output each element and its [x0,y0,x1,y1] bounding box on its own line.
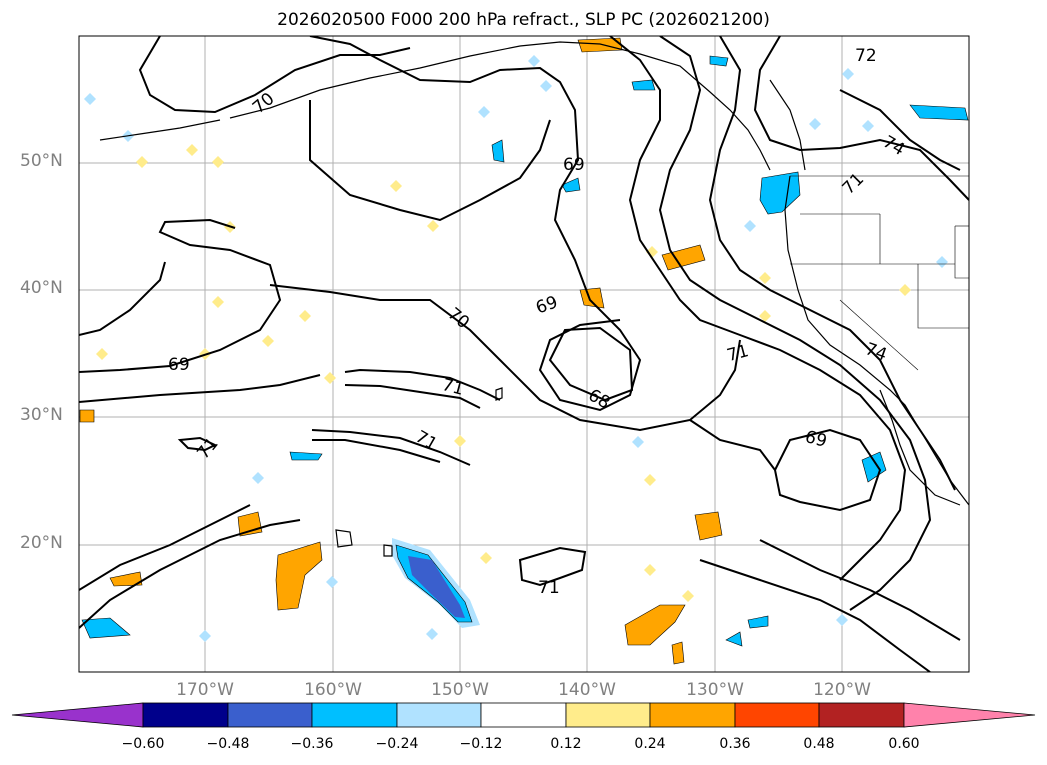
anomaly-blob-se-2 [725,631,743,647]
anomaly-blob-orange-5 [579,287,605,309]
colorbar-tick-label: −0.48 [206,736,250,752]
anomaly-blob-alaska-2 [709,55,729,67]
colorbar-segment [818,702,905,728]
colorbar-segment [311,702,398,728]
colorbar-segment [649,702,736,728]
coastline-bc [769,79,806,171]
anomaly-blob-baja [861,451,887,483]
contour-74 [839,89,961,171]
colorbar-tick-label: −0.60 [121,736,165,752]
lon-label-130w: 130°W [686,680,744,700]
anomaly-blob-orange-2 [624,604,686,646]
colorbar-segment [396,702,482,728]
colorbar-segment [227,702,313,728]
coastlines [99,41,969,557]
colorbar [11,702,1036,728]
lon-label-160w: 160°W [304,680,362,700]
contour-68 [548,326,634,402]
lat-label-30n: 30°N [20,405,63,425]
contour-71-small [177,436,218,452]
contour-sw-long [79,519,301,629]
contour-label: 69 [168,355,190,375]
colorbar-extend-left [11,702,144,728]
colorbar-segment [565,702,651,728]
anomaly-blob-orange-7 [109,571,143,587]
anomaly-blob-orange-1 [275,541,323,611]
colorbar-tick-label: 0.36 [719,736,751,752]
lat-label-20n: 20°N [20,533,63,553]
anomaly-small-yellow-marks [96,144,911,602]
slp-contours [79,36,969,672]
contour-71-box [518,546,587,587]
colorbar-tick-label: −0.12 [459,736,503,752]
contour-71-south [311,429,471,466]
contour-se-far [699,559,931,672]
colorbar-extend-right [903,702,1036,728]
anomaly-blob-orange-3 [694,511,723,541]
coastline-alaska [229,41,771,171]
anomaly-blob-orange-10 [671,641,685,665]
contour-east-1 [609,36,907,581]
contour-69-north [309,36,642,412]
contour-label: 71 [538,578,560,598]
contour-southeast [689,419,776,471]
anomaly-blob-se-1 [747,615,769,629]
map-title: 2026020500 F000 200 hPa refract., SLP PC… [277,10,770,30]
anomaly-blob-mid-1 [561,177,581,193]
contour-label: 69 [563,155,585,175]
anomaly-blob-alaska-1 [631,79,656,91]
anomaly-blob-bc-coast [909,104,969,121]
lon-label-120w: 120°W [813,680,871,700]
map-frame [78,35,970,673]
colorbar-segment [480,702,567,728]
lat-label-40n: 40°N [20,278,63,298]
anomaly-blob-orange-4 [661,244,706,271]
anomaly-blob-mid-2 [491,139,505,163]
contour-69-loop [309,100,551,222]
contour-30-west [79,374,321,403]
contour-72 [753,36,969,201]
contour-71-south-2 [312,439,441,463]
state-borders [790,175,969,371]
refractivity-anomaly-fills [79,37,969,665]
contour-69-se [773,428,882,512]
lon-label-150w: 150°W [431,680,489,700]
contour-east-3 [708,36,956,491]
coastline-baja [879,389,961,506]
contour-se-far-2 [759,539,961,641]
contour-69-west [79,218,282,373]
contour-71-mid-2 [344,384,481,409]
colorbar-tick-label: 0.24 [634,736,666,752]
contour-71-mid [344,368,501,401]
coastline-west-us [784,175,969,506]
lat-label-50n: 50°N [20,151,63,171]
anomaly-blob-hawaii-deep [408,556,465,618]
contour-east-2 [658,36,932,611]
colorbar-tick-label: −0.36 [290,736,334,752]
island-hawaii-2 [383,544,393,557]
colorbar-segment [142,702,229,728]
contour-70-north [138,36,411,114]
colorbar-tick-label: 0.48 [803,736,835,752]
colorbar-tick-label: 0.60 [888,736,920,752]
contour-69-west-inner [79,261,166,336]
anomaly-blob-west-1 [81,617,131,639]
lon-label-140w: 140°W [558,680,616,700]
island-hawaii-3 [495,387,503,401]
anomaly-small-blue-marks [84,55,948,642]
contour-sw-long-2 [79,504,251,591]
island-hawaii-1 [335,529,353,548]
colorbar-segment [734,702,820,728]
coastline-aleutians [99,119,221,141]
lon-label-170w: 170°W [176,680,234,700]
colorbar-tick-label: 0.12 [550,736,582,752]
anomaly-blob-west-2 [289,451,323,461]
contour-70-mid [269,284,741,432]
colorbar-tick-label: −0.24 [375,736,419,752]
anomaly-blob-orange-9 [79,409,95,423]
anomaly-blob-pnw [759,171,801,215]
contour-label: 72 [855,46,877,66]
